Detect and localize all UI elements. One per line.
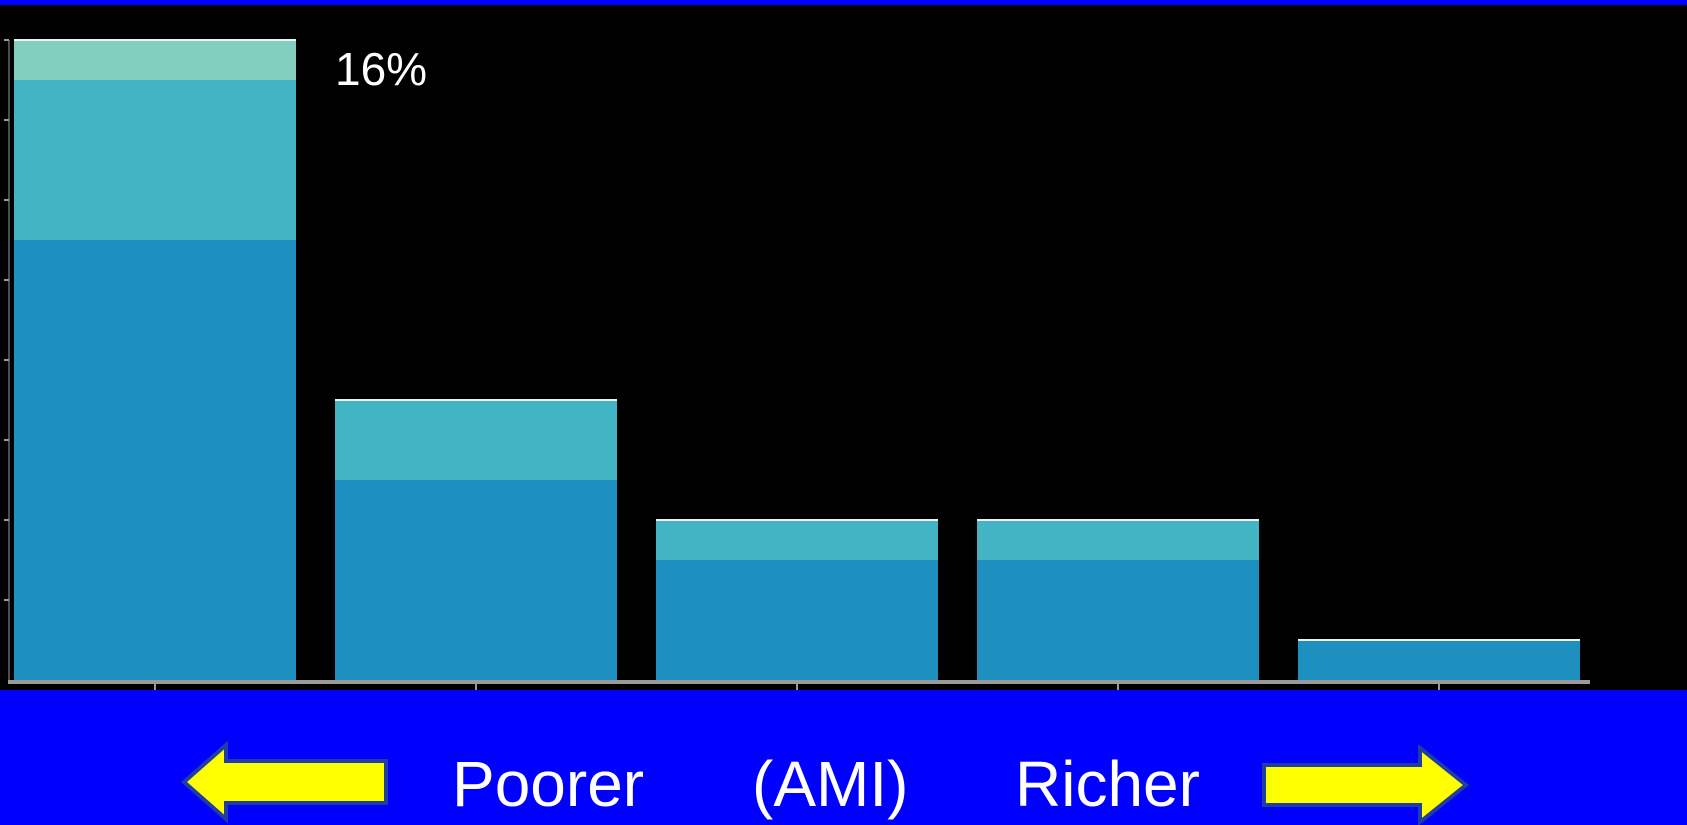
bar-3-top-edge (656, 519, 938, 521)
axis-layer (4, 39, 1590, 690)
arrow-right-icon (1262, 745, 1470, 825)
annotation-label-1: 16% (335, 43, 427, 95)
arrow-left-icon (180, 741, 388, 823)
bar-4-top-edge (977, 519, 1259, 521)
stacked-bar-chart: 16% (0, 5, 1687, 690)
bar-4-segment-2 (977, 520, 1259, 560)
bar-5-top-edge (1298, 639, 1580, 641)
ami-label: (AMI) (752, 748, 909, 820)
bar-3-segment-1 (656, 560, 938, 680)
bar-1-segment-2 (14, 80, 296, 240)
bar-1-segment-1 (14, 240, 296, 680)
poorer-label: Poorer (452, 748, 645, 820)
bars-layer (14, 39, 1580, 680)
bar-3-segment-2 (656, 520, 938, 560)
bar-2-segment-2 (335, 400, 617, 480)
bar-1-segment-3 (14, 40, 296, 80)
richer-label: Richer (1015, 748, 1200, 820)
bar-2-top-edge (335, 399, 617, 401)
bar-5-segment-1 (1298, 640, 1580, 680)
bar-2-segment-1 (335, 480, 617, 680)
bar-4-segment-1 (977, 560, 1259, 680)
bar-1-top-edge (14, 39, 296, 41)
chart-panel: 16% (0, 5, 1687, 690)
annotation-layer: 16% (335, 43, 427, 95)
